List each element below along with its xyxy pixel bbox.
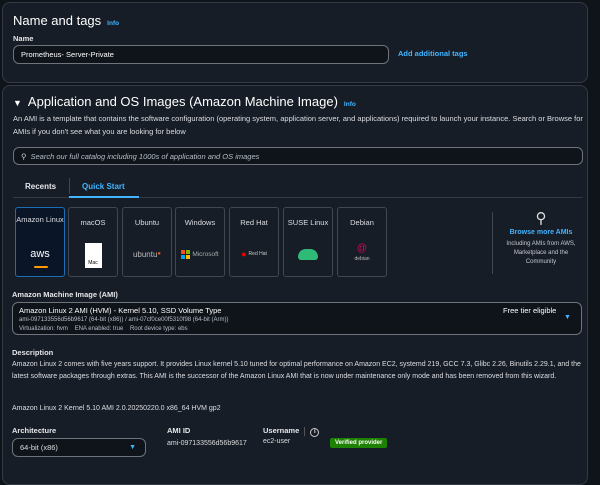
browse-subtext: Including AMIs from AWS, Marketplace and… xyxy=(506,241,576,265)
ami-search-input[interactable]: ⚲ Search our full catalog including 1000s… xyxy=(13,147,583,165)
info-link[interactable]: Info xyxy=(343,101,356,108)
tile-macos[interactable]: macOS Mac xyxy=(68,207,118,277)
tile-label: Windows xyxy=(184,218,216,227)
tab-quick-start[interactable]: Quick Start xyxy=(82,182,125,191)
tile-windows[interactable]: Windows Microsoft xyxy=(175,207,225,277)
info-link[interactable]: Info xyxy=(107,20,120,27)
name-tags-title: Name and tags xyxy=(13,13,102,28)
ami-id-value: ami-097133556d56b9617 xyxy=(167,440,247,447)
ami-description: An AMI is a template that contains the s… xyxy=(13,114,583,136)
redhat-logo-icon: ● Red Hat xyxy=(241,248,267,259)
ami-version: Amazon Linux 2 Kernel 5.10 AMI 2.0.20250… xyxy=(12,405,221,412)
verified-provider-badge: Verified provider xyxy=(330,438,388,448)
browse-more-amis-link[interactable]: Browse more AMIs xyxy=(509,229,573,236)
tile-label: SUSE Linux xyxy=(287,218,329,227)
ami-meta: Virtualization: hvm ENA enabled: true Ro… xyxy=(19,326,188,332)
microsoft-logo-icon: Microsoft xyxy=(176,243,224,265)
section-title: Name and tags Info xyxy=(13,13,119,28)
tile-label: Debian xyxy=(350,218,374,227)
debian-logo-icon: @ debian xyxy=(354,242,370,262)
username-label: Username i xyxy=(263,426,320,437)
suse-logo-icon xyxy=(284,243,332,265)
mac-logo-icon: Mac xyxy=(69,240,117,270)
tile-amazon-linux[interactable]: Amazon Linux aws xyxy=(15,207,65,277)
collapse-caret-icon[interactable]: ▼ xyxy=(13,98,22,108)
dropdown-caret-icon: ▼ xyxy=(564,314,571,321)
tile-label: Red Hat xyxy=(240,218,268,227)
username-value: ec2-user xyxy=(263,438,291,445)
tile-debian[interactable]: Debian @ debian xyxy=(337,207,387,277)
ami-select[interactable]: Amazon Linux 2 AMI (HVM) - Kernel 5.10, … xyxy=(12,302,582,335)
name-input[interactable]: Prometheus- Server-Private xyxy=(13,45,389,64)
tile-suse-linux[interactable]: SUSE Linux xyxy=(283,207,333,277)
aws-logo-icon: aws xyxy=(30,247,50,260)
name-label: Name xyxy=(13,34,34,43)
name-and-tags-panel: Name and tags Info Name Prometheus- Serve… xyxy=(2,2,588,83)
ami-id-label: AMI ID xyxy=(167,426,191,435)
search-placeholder: Search our full catalog including 1000s … xyxy=(30,151,260,161)
dropdown-caret-icon: ▼ xyxy=(129,444,136,451)
ami-section-title: Application and OS Images (Amazon Machin… xyxy=(27,94,338,109)
ami-select-title: Amazon Linux 2 AMI (HVM) - Kernel 5.10, … xyxy=(19,306,222,315)
info-circle-icon[interactable]: i xyxy=(310,428,320,437)
ami-label: Amazon Machine Image (AMI) xyxy=(12,290,118,299)
tab-recents[interactable]: Recents xyxy=(25,182,57,191)
browse-more-amis[interactable]: ⚲ Browse more AMIs Including AMIs from A… xyxy=(496,209,586,267)
architecture-value: 64-bit (x86) xyxy=(20,443,58,452)
tile-label: Ubuntu xyxy=(134,218,160,227)
description-label: Description xyxy=(12,348,54,357)
ami-panel: ▼ Application and OS Images (Amazon Machi… xyxy=(2,85,588,485)
architecture-label: Architecture xyxy=(12,426,57,435)
description-text: Amazon Linux 2 comes with five years sup… xyxy=(12,361,581,380)
tile-red-hat[interactable]: Red Hat ● Red Hat xyxy=(229,207,279,277)
ami-ids: ami-097133556d56b9617 (64-bit (x86)) / a… xyxy=(19,317,229,323)
tile-label: Amazon Linux xyxy=(16,215,64,224)
search-icon: ⚲ xyxy=(21,151,27,161)
architecture-select[interactable]: 64-bit (x86) ▼ xyxy=(12,438,146,457)
free-tier-badge: Free tier eligible xyxy=(503,306,557,315)
tile-label: macOS xyxy=(80,218,106,227)
ubuntu-logo-icon: ubuntu ● xyxy=(132,249,162,259)
search-icon: ⚲ xyxy=(535,210,547,227)
add-additional-tags-link[interactable]: Add additional tags xyxy=(398,49,468,58)
tile-ubuntu[interactable]: Ubuntu ubuntu ● xyxy=(122,207,172,277)
